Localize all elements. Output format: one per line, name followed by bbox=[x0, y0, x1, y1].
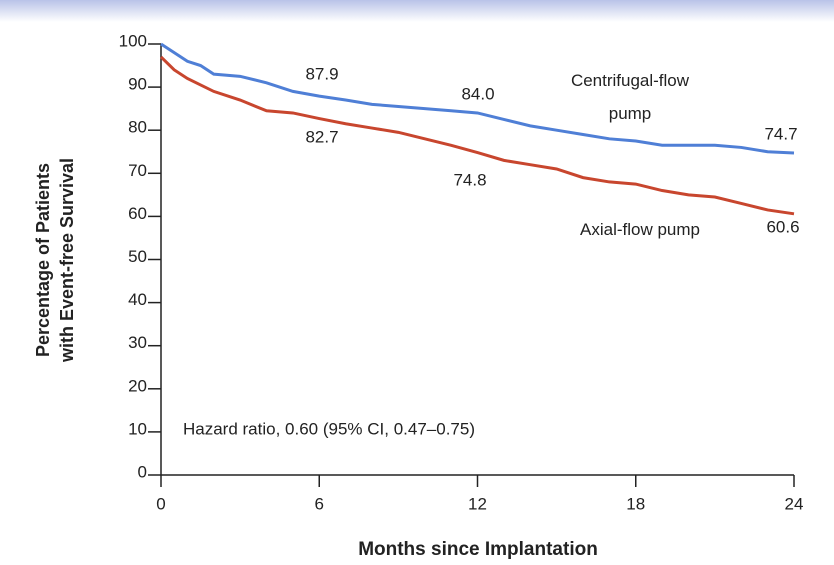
annotation: 74.8 bbox=[453, 170, 486, 189]
y-tick-label: 20 bbox=[128, 376, 147, 395]
x-tick-label: 0 bbox=[156, 494, 165, 513]
annotation: 60.6 bbox=[766, 217, 799, 236]
annotation: Hazard ratio, 0.60 (95% CI, 0.47–0.75) bbox=[183, 419, 475, 438]
x-tick-label: 18 bbox=[626, 494, 645, 513]
y-axis-label: Percentage of Patients bbox=[33, 163, 53, 357]
annotation: 82.7 bbox=[305, 127, 338, 146]
y-tick-label: 70 bbox=[128, 161, 147, 180]
x-tick-label: 24 bbox=[785, 494, 804, 513]
annotation: 87.9 bbox=[305, 64, 338, 83]
survival-curve bbox=[159, 55, 795, 216]
y-tick-label: 60 bbox=[128, 204, 147, 223]
series-label: Axial-flow pump bbox=[580, 220, 700, 239]
x-tick-label: 6 bbox=[315, 494, 324, 513]
slide-header-strip bbox=[0, 0, 834, 22]
y-axis-label: with Event-free Survival bbox=[57, 158, 77, 363]
y-tick-label: 40 bbox=[128, 290, 147, 309]
annotation: 84.0 bbox=[461, 84, 494, 103]
y-tick-label: 100 bbox=[119, 31, 147, 50]
y-tick-label: 10 bbox=[128, 419, 147, 438]
series-label: Centrifugal-flow pump bbox=[570, 71, 690, 123]
y-tick-label: 0 bbox=[138, 462, 147, 481]
y-tick-label: 30 bbox=[128, 333, 147, 352]
x-axis-label: Months since Implantation bbox=[358, 539, 598, 560]
y-tick-label: 80 bbox=[128, 118, 147, 137]
x-tick-label: 12 bbox=[468, 494, 487, 513]
survival-curve bbox=[160, 42, 795, 155]
y-tick-label: 90 bbox=[128, 75, 147, 94]
annotation: 74.7 bbox=[764, 124, 797, 143]
y-tick-label: 50 bbox=[128, 247, 147, 266]
